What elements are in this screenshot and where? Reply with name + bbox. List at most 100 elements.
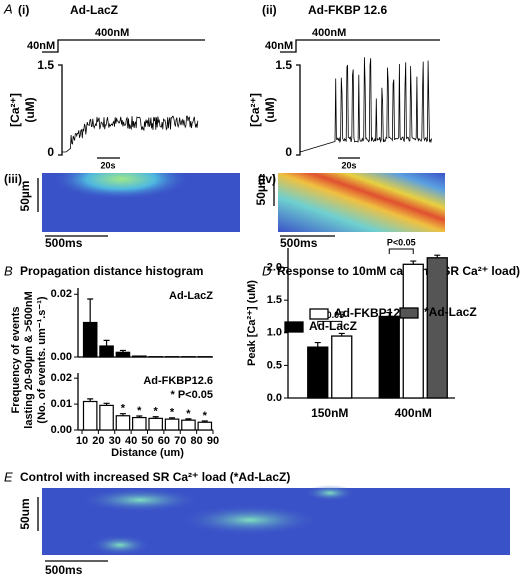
error-bar <box>103 339 110 347</box>
scale-label: 50um <box>18 498 32 529</box>
scale-label: 500ms <box>280 236 318 250</box>
panel-title: Ad-FKBP 12.6 <box>308 3 387 17</box>
bar <box>331 335 353 399</box>
image-region <box>90 535 150 555</box>
x-label: Distance (um) <box>111 447 184 459</box>
line-scan-image <box>42 173 240 232</box>
step-label: 400nM <box>312 27 346 39</box>
axis <box>296 64 301 156</box>
error-bar <box>152 416 159 419</box>
y-tick-label: 0 <box>47 145 54 159</box>
sub-label: (ii) <box>262 3 277 17</box>
error-bar <box>314 341 321 348</box>
line-scan-image <box>278 173 445 232</box>
error-bar <box>119 349 126 353</box>
annotation: * P<0.05 <box>170 389 213 401</box>
step-label: 40nM <box>265 40 293 52</box>
error-bar <box>410 260 417 265</box>
error-bar <box>87 298 94 323</box>
bar <box>197 421 213 431</box>
error-bar <box>201 420 208 423</box>
bar <box>148 417 163 431</box>
y-tick-label: 0 <box>285 145 292 159</box>
legend-label: *Ad-LacZ <box>424 305 477 319</box>
scale-label: 50µm <box>18 181 32 212</box>
bar <box>164 418 180 431</box>
significance-bracket <box>317 320 343 327</box>
y-label: [Ca²⁺] <box>248 93 262 127</box>
image-region <box>305 485 355 501</box>
bar <box>426 257 448 399</box>
sub-label: (i) <box>18 3 29 17</box>
bar <box>115 415 131 431</box>
y-tick-label: 1.5 <box>267 294 282 306</box>
error-bar <box>103 402 110 406</box>
y-tick-label: 0.0 <box>267 392 282 404</box>
legend-swatch <box>284 321 304 333</box>
significance-marker: * <box>154 406 159 418</box>
y-label: (uM) <box>23 97 37 122</box>
calcium-trace <box>299 57 432 153</box>
bar <box>132 355 147 358</box>
scale-label: 20s <box>341 160 356 170</box>
y-label: [Ca²⁺] <box>8 93 22 127</box>
x-tick-label: 10 <box>76 435 88 447</box>
legend-label: Ad-FKBP12.6 <box>334 306 410 320</box>
panel-label: D <box>262 263 271 278</box>
step-line <box>42 39 205 53</box>
annotation: P<0.05 <box>387 237 416 247</box>
calcium-trace <box>62 115 199 153</box>
legend-label: Ad-LacZ <box>309 319 357 333</box>
x-tick-label: 80 <box>191 435 203 447</box>
y-tick-label: 0.00 <box>51 351 72 363</box>
step-line <box>280 39 440 53</box>
error-bar <box>386 311 393 317</box>
bar <box>115 351 131 358</box>
chart-title: Ad-LacZ <box>169 290 213 302</box>
significance-marker: * <box>121 403 126 415</box>
x-tick-label: 60 <box>158 435 170 447</box>
y-tick-label: 2.0 <box>267 261 282 273</box>
bar <box>181 419 196 431</box>
y-label: lasting 20-90µm & >500nM <box>23 291 35 428</box>
x-tick-label: 50 <box>141 435 153 447</box>
x-tick-label: 400nM <box>395 406 432 420</box>
y-tick-label: 0.5 <box>267 359 282 371</box>
y-label: (uM) <box>263 97 277 122</box>
error-bar <box>87 398 94 402</box>
x-tick-label: 20 <box>92 435 104 447</box>
significance-marker: * <box>137 405 142 417</box>
panel-title: Propagation distance histogram <box>20 264 203 278</box>
legend-swatch <box>399 307 419 319</box>
legend-swatch <box>309 308 329 320</box>
scale-label: 20s <box>100 160 115 170</box>
bar <box>99 404 114 431</box>
panel-title: Ad-LacZ <box>70 3 118 17</box>
panel-label: E <box>4 469 13 484</box>
y-label: Peak [Ca²⁺] (uM) <box>246 280 258 366</box>
bar <box>307 346 329 399</box>
significance-marker: * <box>170 407 175 419</box>
significance-marker: * <box>186 408 191 420</box>
y-tick-label: 1.5 <box>275 58 292 72</box>
y-label: Frequency of events <box>10 307 22 414</box>
scale-label: 500ms <box>45 563 83 577</box>
annotation: P<0.05 <box>315 310 344 320</box>
x-tick-label: 150nM <box>311 406 348 420</box>
error-bar <box>434 254 441 258</box>
scale-label: 500ms <box>45 236 83 250</box>
image-region <box>80 488 200 512</box>
x-tick-label: 30 <box>109 435 121 447</box>
bar <box>82 400 98 431</box>
image-region <box>180 505 320 535</box>
bar <box>402 263 424 399</box>
y-tick-label: 1.0 <box>267 327 282 339</box>
error-bar <box>185 418 192 421</box>
step-label: 40nM <box>27 40 55 52</box>
chart-title: Ad-FKBP12.6 <box>143 375 213 387</box>
panel-label: A <box>3 1 13 16</box>
sub-label: (iii) <box>4 172 22 186</box>
error-bar <box>136 415 143 418</box>
bar <box>132 416 147 431</box>
